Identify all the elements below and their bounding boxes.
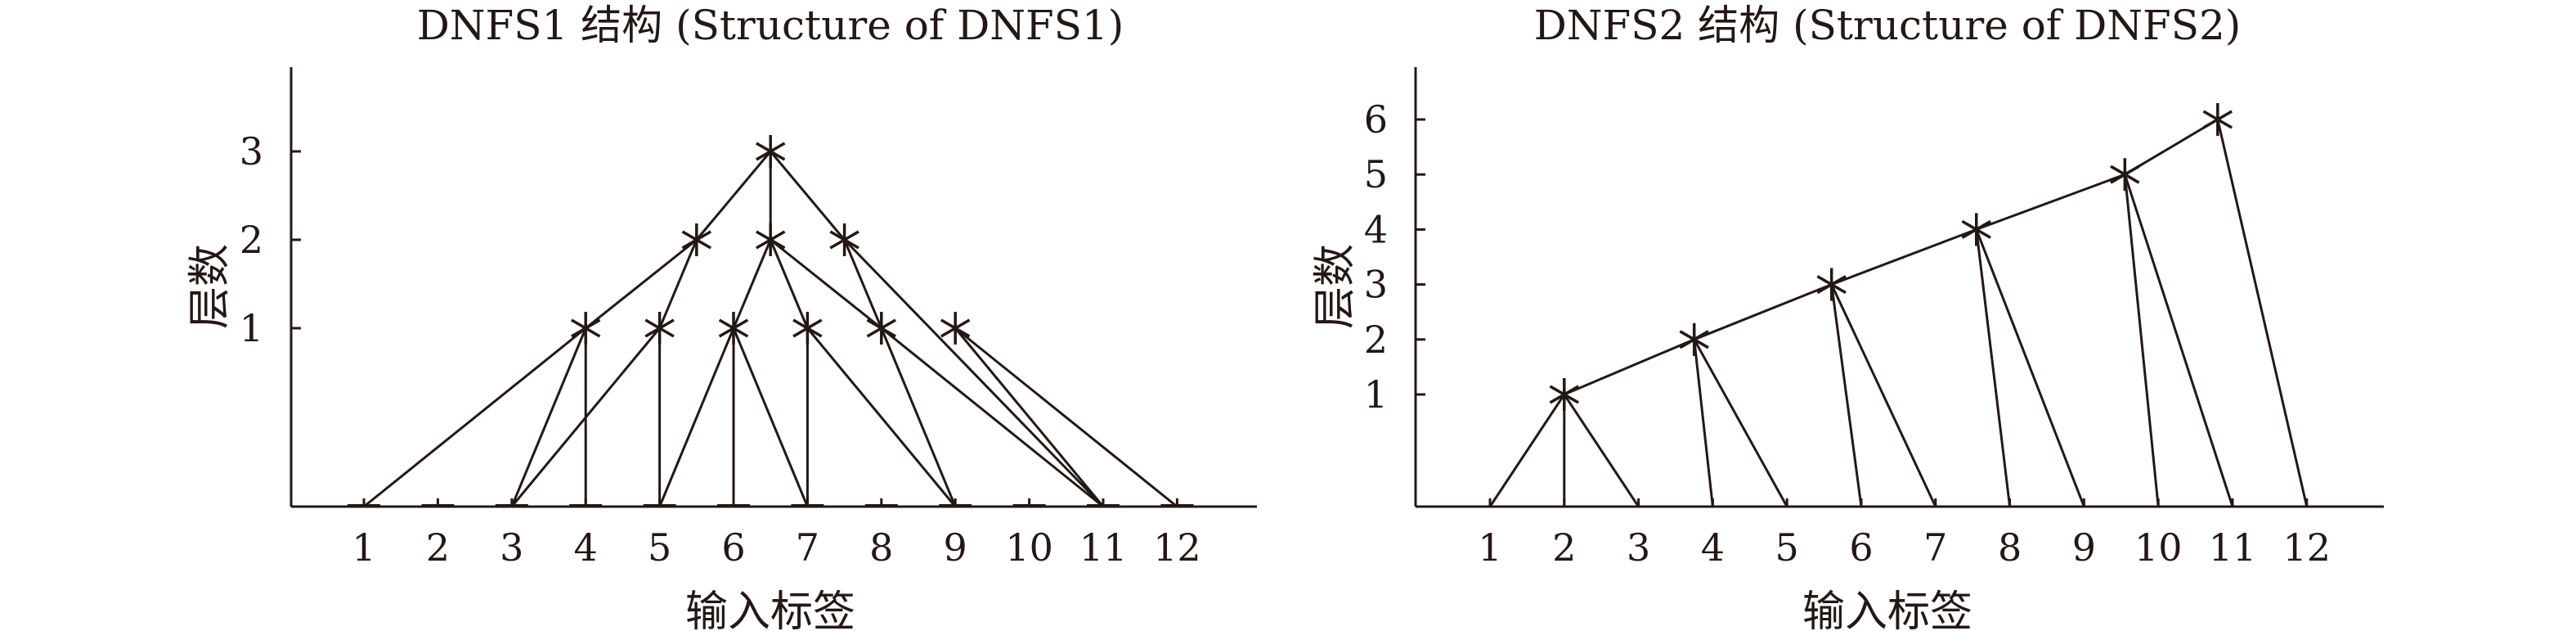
node-marker	[792, 312, 823, 345]
x-tick-label: 5	[1775, 525, 1799, 570]
node-marker	[644, 312, 675, 345]
y-tick-label: 6	[1364, 97, 1388, 142]
x-tick-label: 5	[648, 525, 671, 570]
edge-line	[658, 327, 735, 507]
node-marker	[1961, 213, 1991, 246]
edge-line	[1563, 394, 1640, 507]
x-tick-label: 9	[2072, 525, 2096, 570]
x-tick-label: 12	[1153, 525, 1201, 570]
node-marker	[756, 223, 786, 256]
edge-line	[770, 238, 882, 330]
x-tick-label: 12	[2283, 525, 2331, 570]
y-tick-label: 3	[1364, 263, 1388, 307]
edge-line	[1976, 173, 2125, 231]
edge-line	[510, 327, 661, 507]
edge-line	[770, 151, 846, 241]
node-marker	[756, 135, 786, 168]
y-tick-label: 3	[240, 129, 263, 174]
edge-line	[806, 327, 957, 507]
y-tick-label: 1	[1364, 372, 1388, 417]
y-tick-label: 2	[1364, 318, 1388, 362]
x-tick-label: 11	[2209, 525, 2257, 570]
chart-title: DNFS2 结构 (Structure of DNFS2)	[1534, 2, 2242, 49]
edge-line	[510, 327, 587, 507]
node-marker	[1549, 378, 1579, 411]
x-tick-label: 8	[1998, 525, 2022, 570]
edge-line	[880, 327, 957, 507]
x-tick-label: 4	[574, 525, 598, 570]
edge-line	[1564, 338, 1695, 396]
edge-line	[1975, 228, 2085, 507]
node-marker	[2202, 103, 2233, 136]
x-tick-label: 1	[1478, 525, 1501, 570]
edge-line	[954, 327, 1105, 507]
x-axis-label: 输入标签	[1802, 588, 1972, 631]
x-tick-label: 7	[796, 525, 819, 570]
node-marker	[940, 312, 971, 345]
edge-line	[1975, 229, 2012, 507]
y-tick-label: 4	[1364, 207, 1388, 251]
x-tick-label: 3	[1627, 525, 1650, 570]
x-axis-label: 输入标签	[685, 588, 855, 631]
x-tick-label: 7	[1923, 525, 1947, 570]
edge-line	[1830, 283, 1937, 507]
edge-line	[954, 327, 1178, 508]
edge-line	[2123, 174, 2234, 507]
node-marker	[1679, 322, 1709, 356]
y-axis-label: 层数	[186, 244, 235, 329]
node-marker	[681, 223, 711, 256]
x-tick-label: 1	[352, 525, 375, 570]
node-marker	[829, 223, 859, 256]
x-tick-label: 2	[426, 525, 450, 570]
edge-line	[585, 238, 698, 330]
x-tick-label: 11	[1079, 525, 1128, 570]
edge-line	[658, 239, 698, 329]
edge-line	[2216, 119, 2309, 507]
edge-line	[1488, 394, 1566, 507]
edge-line	[1830, 284, 1863, 507]
edge-line	[1694, 283, 1833, 341]
x-tick-label: 10	[2134, 525, 2183, 570]
edge-line	[2123, 174, 2160, 507]
chart-title: DNFS1 结构 (Structure of DNFS1)	[417, 2, 1124, 49]
x-tick-label: 8	[869, 525, 893, 570]
edge-line	[843, 238, 1105, 508]
edge-line	[1831, 228, 1977, 286]
edge-line	[769, 239, 809, 329]
x-tick-label: 10	[1005, 525, 1053, 570]
node-marker	[866, 312, 896, 345]
node-marker	[2110, 158, 2140, 192]
node-marker	[571, 312, 601, 345]
edge-line	[732, 327, 809, 507]
x-tick-label: 3	[500, 525, 523, 570]
edge-line	[1693, 339, 1714, 507]
y-tick-label: 1	[240, 306, 263, 350]
y-tick-label: 2	[240, 218, 263, 262]
edge-line	[732, 239, 772, 329]
x-tick-label: 4	[1701, 525, 1725, 570]
y-tick-label: 5	[1364, 152, 1388, 196]
edge-line	[1693, 339, 1788, 507]
edge-line	[2124, 118, 2219, 176]
x-tick-label: 6	[721, 525, 745, 570]
edge-line	[695, 151, 772, 241]
x-tick-label: 2	[1552, 525, 1576, 570]
y-axis-label: 层数	[1311, 244, 1360, 329]
edge-line	[363, 327, 587, 508]
node-marker	[1816, 268, 1847, 301]
x-tick-label: 9	[944, 525, 967, 570]
edge-line	[843, 239, 883, 329]
x-tick-label: 6	[1849, 525, 1873, 570]
edge-line	[880, 327, 1104, 508]
node-marker	[718, 312, 749, 345]
